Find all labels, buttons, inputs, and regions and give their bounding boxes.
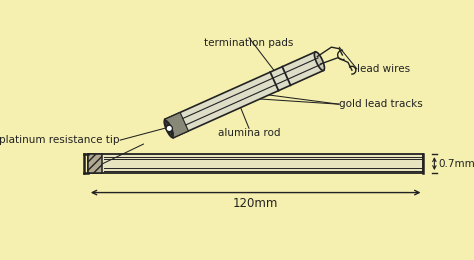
Bar <box>88 154 423 173</box>
Ellipse shape <box>314 52 325 70</box>
Text: lead wires: lead wires <box>357 64 410 74</box>
Text: alumina rod: alumina rod <box>218 128 280 138</box>
Text: 0.7mm: 0.7mm <box>438 159 474 169</box>
Ellipse shape <box>164 119 174 138</box>
Polygon shape <box>165 112 189 138</box>
Circle shape <box>166 125 173 132</box>
Text: gold lead tracks: gold lead tracks <box>339 99 423 109</box>
Text: termination pads: termination pads <box>204 38 294 48</box>
Bar <box>88 154 102 173</box>
Text: 120mm: 120mm <box>233 197 278 210</box>
Polygon shape <box>165 52 324 138</box>
Text: platinum resistance tip: platinum resistance tip <box>0 135 120 145</box>
